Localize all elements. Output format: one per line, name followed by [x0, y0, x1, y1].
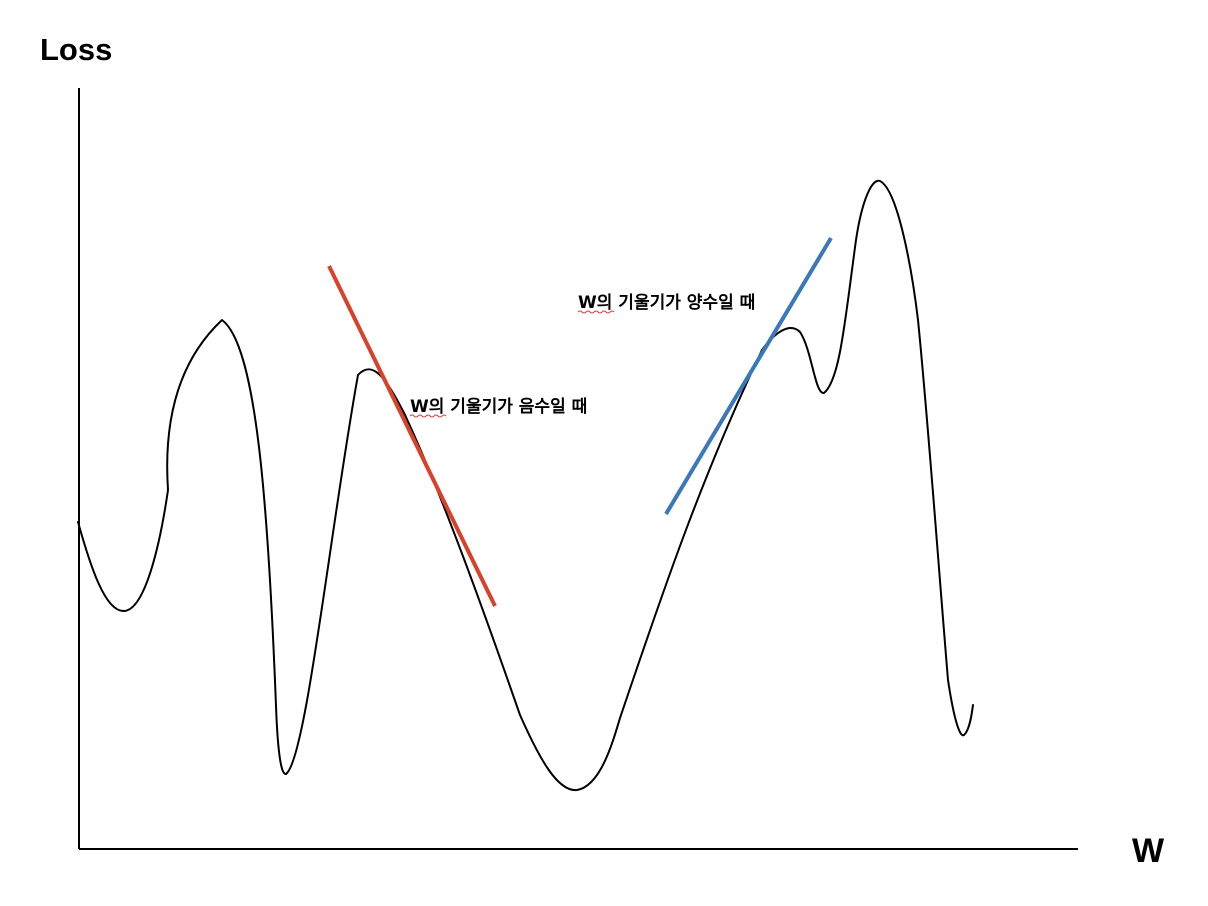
x-axis-title: W: [1132, 832, 1165, 870]
y-axis-title: Loss: [40, 32, 112, 67]
spellcheck-underline-negative: [409, 414, 447, 418]
negative-slope-tangent: [327, 265, 497, 607]
spellcheck-underline-positive: [577, 310, 615, 314]
negative-slope-label: W의 기울기가 음수일 때: [410, 397, 587, 417]
positive-slope-label: W의 기울기가 양수일 때: [578, 293, 755, 313]
positive-slope-tangent: [664, 236, 833, 516]
loss-curve: [77, 179, 974, 792]
